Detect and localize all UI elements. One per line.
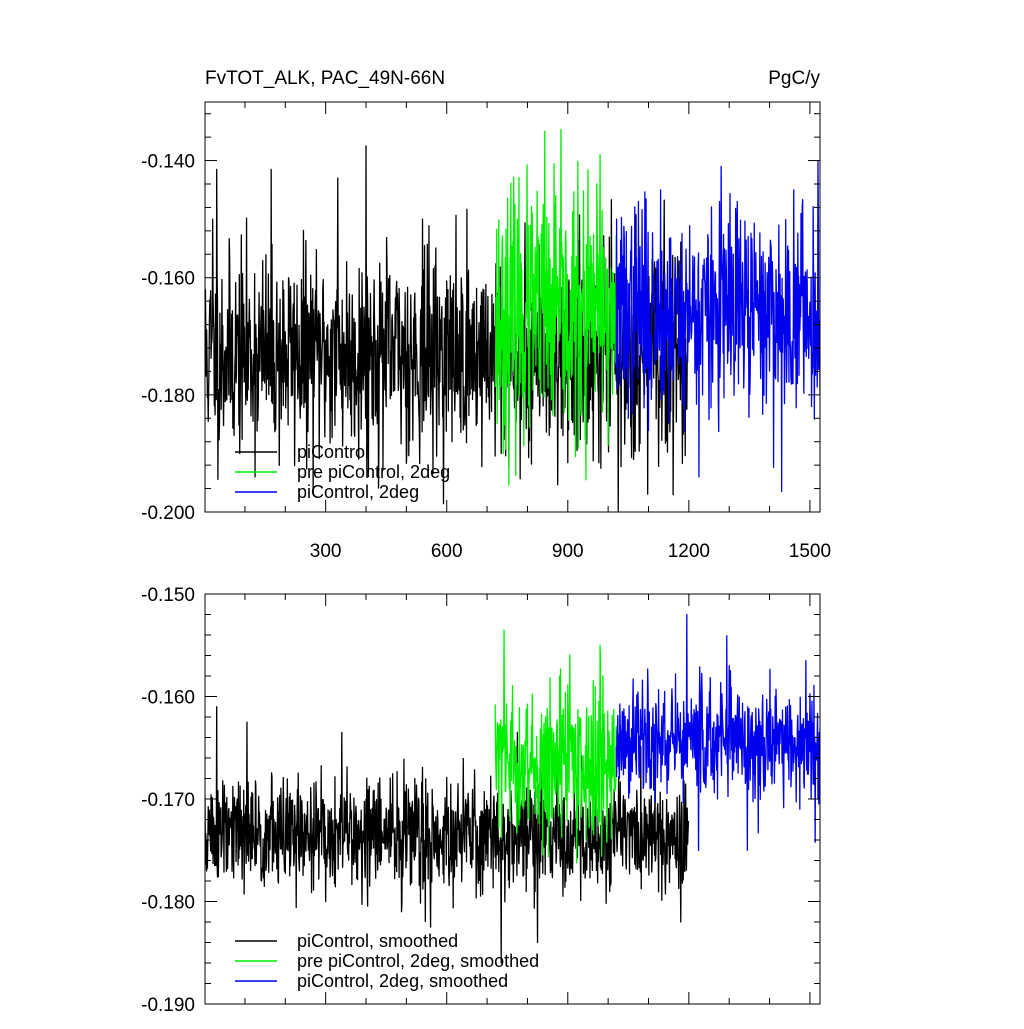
bottom-legend-label-1: piControl, smoothed xyxy=(297,931,458,951)
bottom-legend-label-2: pre piControl, 2deg, smoothed xyxy=(297,951,539,971)
top-y-tick-label: -0.180 xyxy=(141,386,195,407)
top-chart-title: FvTOT_ALK, PAC_49N-66N xyxy=(205,68,445,89)
bottom-series-line-1 xyxy=(205,706,690,964)
bottom-y-tick-label: -0.170 xyxy=(141,790,195,811)
top-legend-label-3: piControl, 2deg xyxy=(297,482,419,502)
top-chart-units: PgC/y xyxy=(768,68,820,89)
bottom-panel: -0.150 -0.160 -0.170 -0.180 -0.190 piControl,… xyxy=(141,585,821,1016)
bottom-y-tick-label: -0.190 xyxy=(141,995,195,1016)
top-y-tick-label: -0.200 xyxy=(141,503,195,524)
bottom-legend-label-3: piControl, 2deg, smoothed xyxy=(297,971,508,991)
top-x-tick-label: 1500 xyxy=(789,541,831,562)
bottom-y-tick-label: -0.160 xyxy=(141,688,195,709)
top-series-line-2 xyxy=(494,128,617,486)
top-legend-label-2: pre piControl, 2deg xyxy=(297,462,450,482)
top-legend-label-1: piControl xyxy=(297,442,369,462)
top-x-tick-label: 600 xyxy=(431,541,463,562)
top-series-line-3 xyxy=(615,159,820,493)
top-x-tick-label: 300 xyxy=(310,541,342,562)
top-y-tick-label: -0.140 xyxy=(141,152,195,173)
bottom-series-line-2 xyxy=(494,629,617,864)
bottom-y-tick-label: -0.150 xyxy=(141,585,195,606)
bottom-y-tick-label: -0.180 xyxy=(141,893,195,914)
top-panel: -0.140 -0.160 -0.180 -0.200 300 600 900 1200 150… xyxy=(141,101,831,562)
bottom-series-line-3 xyxy=(615,613,820,852)
top-y-tick-label: -0.160 xyxy=(141,269,195,290)
top-x-tick-label: 1200 xyxy=(668,541,710,562)
top-plot-frame xyxy=(204,101,821,513)
top-x-tick-label: 900 xyxy=(552,541,584,562)
